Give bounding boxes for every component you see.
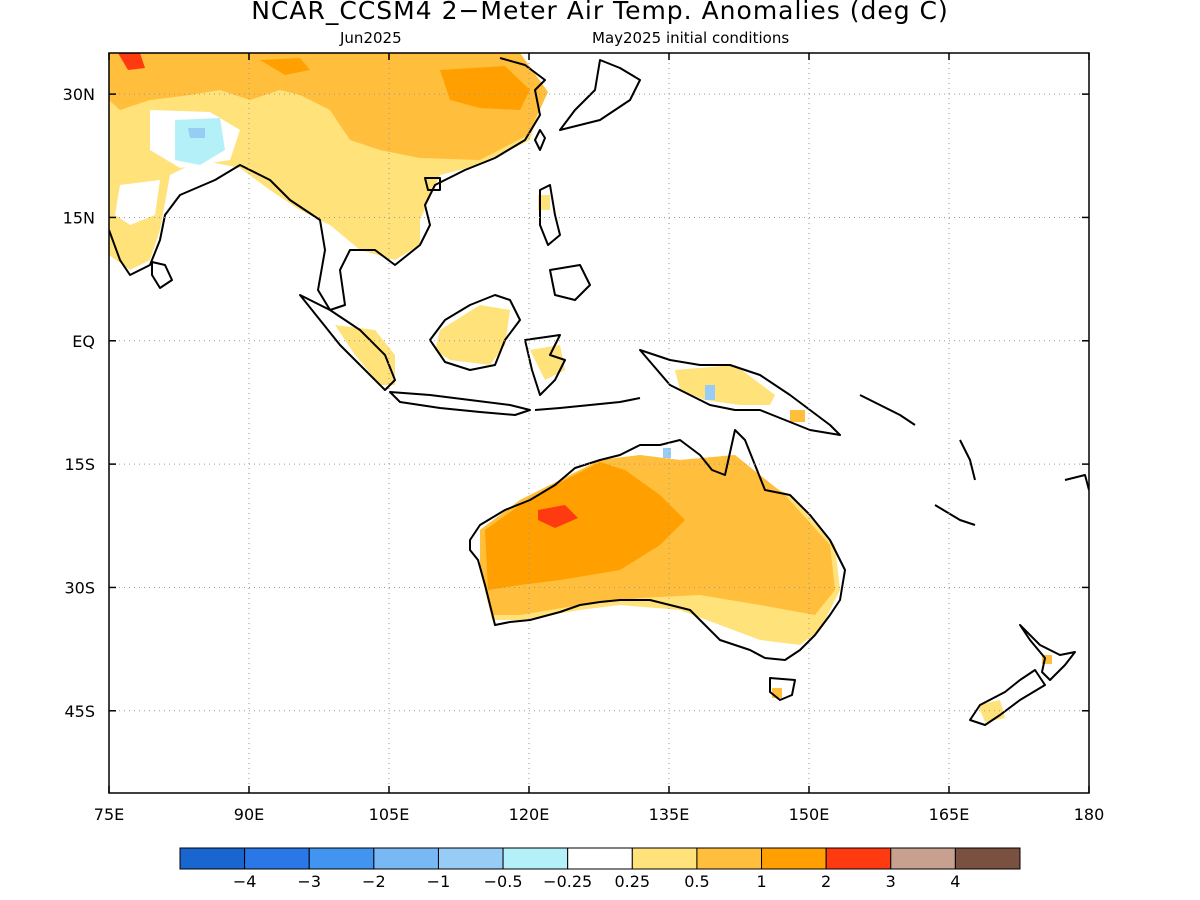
latitude-axis: 30N 15N EQ 15S 30S 45S (63, 85, 1089, 721)
coastline-new-caledonia (934, 504, 976, 526)
colorbar-swatch (761, 847, 827, 870)
colorbar-label: −1 (427, 872, 451, 891)
lon-tick-label: 150E (789, 805, 830, 824)
anomaly-fill-australia-dark (485, 462, 685, 590)
colorbar-label: 0.5 (684, 872, 709, 891)
coastline-japan (559, 59, 641, 131)
colorbar-label: 2 (821, 872, 831, 891)
coastlines (109, 57, 1089, 726)
colorbar-swatch (567, 847, 633, 870)
colorbar-label: 3 (886, 872, 896, 891)
colorbar-label: −0.5 (484, 872, 523, 891)
lon-tick-label: 90E (234, 805, 264, 824)
colorbar-label: −0.25 (543, 872, 592, 891)
colorbar-swatch (954, 847, 1021, 870)
coastline-solomon-islands (859, 394, 916, 426)
coastline-borneo (429, 294, 521, 371)
anomaly-fill-new-guinea-cool (705, 385, 715, 400)
coastline-sumatra (299, 294, 396, 391)
lat-tick-label: 30N (63, 85, 95, 104)
colorbar-swatch (502, 847, 569, 870)
anomaly-fill-tibet-cooler (188, 128, 205, 138)
colorbar-label: 1 (756, 872, 766, 891)
colorbar: −4 −3 −2 −1 −0.5 −0.25 0.25 0.5 1 2 3 4 (179, 847, 1021, 891)
coastline-lesser-sunda (534, 397, 641, 411)
coastline-asia-mainland (109, 57, 546, 311)
coastline-hainan (424, 177, 441, 191)
lon-tick-label: 105E (369, 805, 410, 824)
colorbar-swatch (437, 847, 504, 870)
anomaly-fill-india-neutral (115, 180, 160, 225)
initial-conditions-label: May2025 initial conditions (592, 29, 790, 47)
lon-tick-label: 165E (929, 805, 970, 824)
coastline-sri-lanka (151, 261, 173, 289)
lat-tick-label: EQ (72, 332, 95, 351)
lon-tick-label: 75E (94, 805, 124, 824)
coastline-tasmania (769, 677, 796, 701)
anomaly-fill-borneo (435, 305, 510, 365)
lat-tick-label: 15S (64, 455, 95, 474)
coastline-sulawesi (524, 334, 566, 396)
anomaly-fill-nw-warm (118, 53, 145, 70)
colorbar-label: −3 (297, 872, 321, 891)
coastline-nz-south (969, 669, 1046, 726)
coastline-australia (469, 429, 846, 661)
map-frame (108, 52, 1090, 794)
lon-tick-label: 120E (509, 805, 550, 824)
colorbar-swatch (179, 847, 246, 870)
graticule (109, 53, 1089, 793)
colorbar-swatch (825, 847, 892, 870)
forecast-month: Jun2025 (340, 29, 402, 47)
lat-tick-label: 30S (64, 578, 95, 597)
anomaly-fill-tibet-cool (175, 118, 225, 165)
anomaly-fill-asia-dark (440, 66, 530, 110)
anomaly-fill-png-tip (790, 410, 805, 422)
lon-tick-label: 180 (1074, 805, 1105, 824)
coastline-vanuatu (959, 439, 976, 481)
colorbar-swatch (373, 847, 439, 870)
coastline-new-guinea (639, 349, 841, 436)
colorbar-swatch (308, 847, 375, 870)
colorbar-label: −4 (233, 872, 257, 891)
colorbar-label: 4 (950, 872, 960, 891)
lat-tick-label: 15N (63, 208, 95, 227)
coastline-nz-north (1019, 624, 1076, 681)
chart-title: NCAR_CCSM4 2−Meter Air Temp. Anomalies (… (251, 0, 949, 25)
colorbar-swatch (244, 847, 310, 870)
colorbar-label: 0.25 (614, 872, 650, 891)
lat-tick-label: 45S (64, 702, 95, 721)
anomaly-fill-asia-orange (109, 53, 548, 160)
colorbar-label: −2 (362, 872, 386, 891)
lon-tick-label: 135E (649, 805, 690, 824)
anomaly-fill-sulawesi (530, 345, 565, 380)
anomaly-fill-asia-dark-2 (260, 58, 310, 75)
coastline-luzon (539, 184, 561, 246)
map-content (109, 53, 1089, 793)
anomaly-fill-australia-north-cool (663, 448, 671, 458)
coastline-mindanao (549, 264, 591, 301)
coastline-java (389, 391, 531, 416)
coastline-fiji (1064, 474, 1089, 491)
longitude-axis: 75E 90E 105E 120E 135E 150E 165E 180 (94, 53, 1105, 824)
colorbar-swatch (696, 847, 763, 870)
colorbar-swatch (631, 847, 698, 870)
anomaly-fill-new-guinea (675, 365, 775, 405)
anomaly-fill-sumatra (335, 325, 395, 385)
anomaly-fill-australia-hot (538, 505, 578, 528)
coastline-taiwan (534, 129, 546, 151)
colorbar-swatch (890, 847, 956, 870)
